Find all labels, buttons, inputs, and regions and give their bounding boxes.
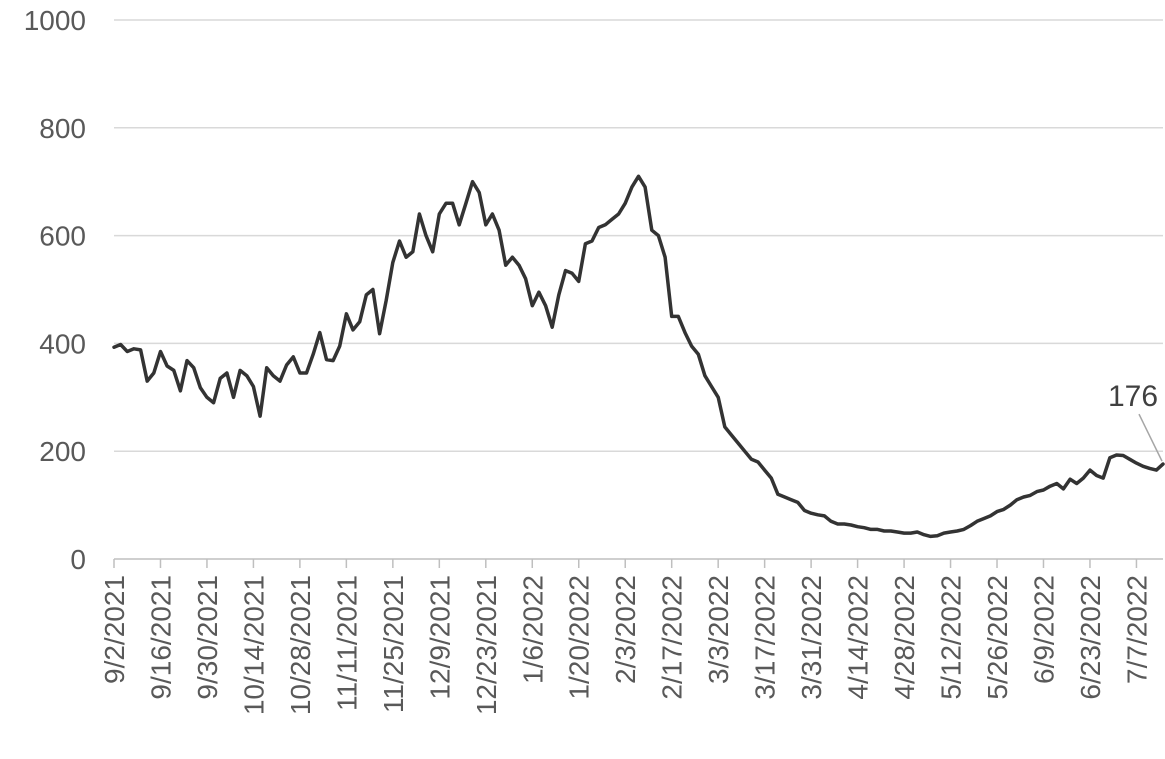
x-tick-label: 12/23/2021 [471,575,502,715]
x-tick-label: 9/30/2021 [192,575,223,700]
series-line [112,174,1165,539]
x-tick-label: 10/14/2021 [238,575,269,715]
x-tick-label: 5/12/2022 [936,575,967,700]
x-tick-label: 6/9/2022 [1028,575,1059,684]
x-tick-label: 11/11/2021 [331,575,362,711]
x-tick-label: 6/23/2022 [1075,575,1106,700]
y-tick-label-600: 600 [39,221,86,252]
x-tick-label: 1/20/2022 [564,575,595,700]
x-tick-label: 9/2/2021 [99,575,130,684]
data-label-last-value: 176 [1108,380,1158,413]
x-tick-label: 9/16/2021 [145,575,176,700]
x-tick-label: 12/9/2021 [424,575,455,700]
y-tick-label-800: 800 [39,113,86,144]
x-tick-label: 7/7/2022 [1121,575,1152,684]
x-tick-label: 11/25/2021 [378,575,409,713]
x-tick-label: 1/6/2022 [517,575,548,684]
x-tick-label: 3/3/2022 [703,575,734,684]
x-tick-label: 4/14/2022 [843,575,874,700]
y-tick-label-400: 400 [39,328,86,359]
gridlines [114,19,1163,452]
x-tick-label: 10/28/2021 [285,575,316,715]
x-tick-label: 5/26/2022 [982,575,1013,700]
x-tick-label: 4/28/2022 [889,575,920,700]
y-tick-label-1000: 1000 [24,5,86,36]
x-axis [113,558,1163,568]
x-tick-label: 3/31/2022 [796,575,827,700]
x-axis-tick-labels: 9/2/2021 9/16/2021 9/30/2021 10/14/2021 10/2… [99,575,1152,715]
y-tick-label-200: 200 [39,436,86,467]
y-axis-tick-labels: 0 200 400 600 800 1000 [24,5,86,575]
data-label-leader-line [1138,413,1163,462]
x-tick-label: 2/3/2022 [610,575,641,684]
x-tick-label: 3/17/2022 [750,575,781,700]
y-tick-label-0: 0 [70,544,86,575]
x-tick-label: 2/17/2022 [657,575,688,700]
